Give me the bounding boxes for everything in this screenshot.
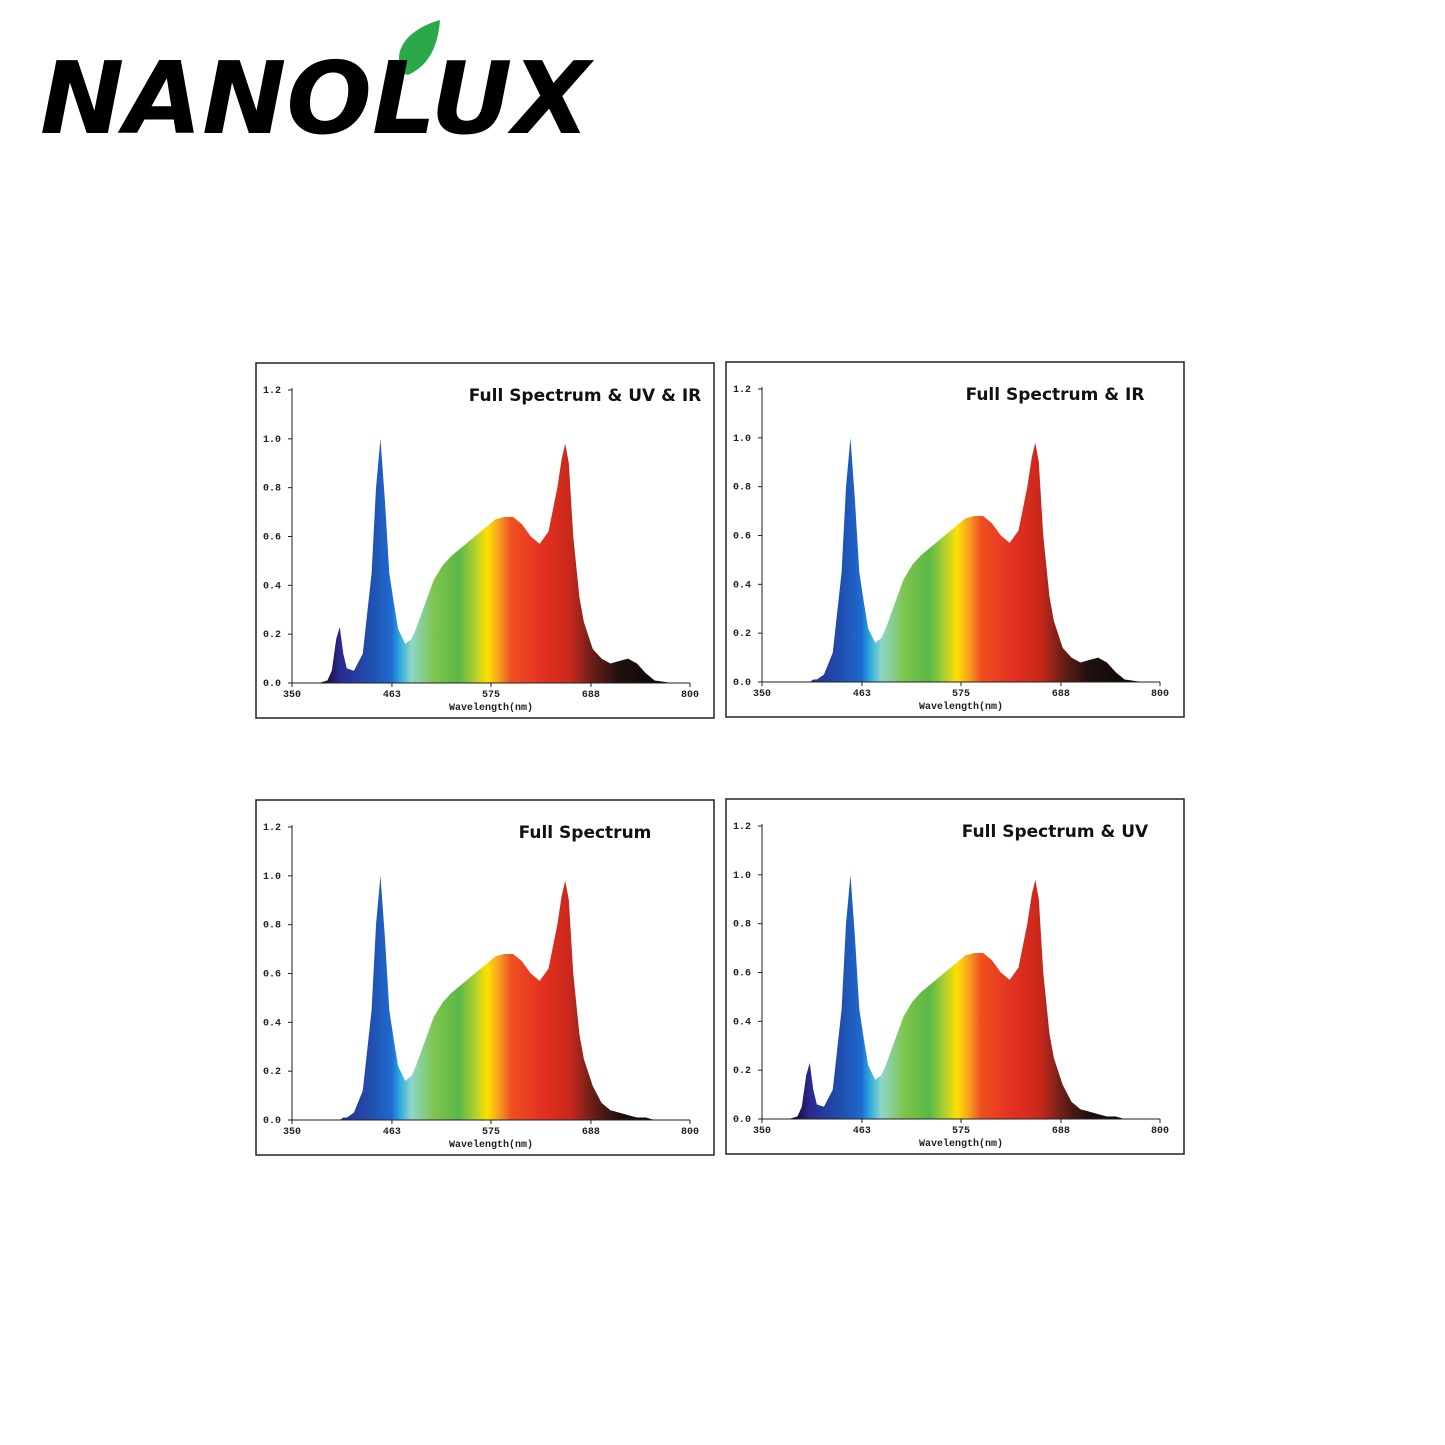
- y-tick-label: 0.6: [733, 969, 751, 980]
- y-tick-label: 0.6: [733, 532, 751, 543]
- y-tick-label: 0.2: [263, 1067, 281, 1078]
- x-tick-label: 463: [383, 1127, 401, 1138]
- x-tick-label: 350: [753, 689, 771, 700]
- frame: [725, 361, 1185, 718]
- logo-leaf: [398, 20, 440, 75]
- chart-title: Full Spectrum & UV & IR: [469, 386, 702, 406]
- chart-title: Full Spectrum: [519, 823, 652, 843]
- x-tick-label: 800: [1151, 689, 1169, 700]
- y-tick-label: 0.2: [263, 630, 281, 641]
- frame: [255, 799, 715, 1156]
- y-tick-label: 0.8: [733, 920, 751, 931]
- y-tick-label: 0.8: [733, 483, 751, 494]
- x-tick-label: 575: [482, 1127, 500, 1138]
- x-tick-label: 800: [1151, 1126, 1169, 1137]
- spectrum-area: [762, 874, 1160, 1119]
- y-tick-label: 1.2: [263, 823, 281, 834]
- y-tick-label: 0.6: [263, 533, 281, 544]
- y-tick-label: 0.4: [733, 580, 751, 591]
- x-tick-label: 688: [582, 690, 600, 701]
- chart-panel: Full Spectrum & IR 0.0 0.2 0.4 0.6 0.8 1.0 1.2 3…: [725, 361, 1185, 718]
- x-axis-label: Wavelength(nm): [919, 701, 1003, 713]
- x-axis-label: Wavelength(nm): [449, 702, 533, 714]
- x-tick-label: 350: [753, 1126, 771, 1137]
- chart: Full Spectrum 0.0 0.2 0.4 0.6 0.8 1.0 1.2 350 463…: [255, 799, 715, 1156]
- x-axis-label: Wavelength(nm): [919, 1138, 1003, 1150]
- logo-text: NANOLUX: [40, 40, 595, 145]
- y-tick-label: 0.0: [733, 1115, 751, 1126]
- y-tick-label: 1.0: [733, 434, 751, 445]
- y-tick-label: 0.8: [263, 921, 281, 932]
- y-tick-label: 0.4: [263, 1018, 281, 1029]
- y-tick-label: 0.6: [263, 970, 281, 981]
- y-tick-label: 1.0: [263, 435, 281, 446]
- x-tick-label: 350: [283, 1127, 301, 1138]
- frame: [255, 362, 715, 719]
- chart-panel: Full Spectrum 0.0 0.2 0.4 0.6 0.8 1.0 1.2 350 463…: [255, 799, 715, 1156]
- chart: Full Spectrum & IR 0.0 0.2 0.4 0.6 0.8 1.0 1.2 3…: [725, 361, 1185, 718]
- x-tick-label: 575: [482, 690, 500, 701]
- x-axis-label: Wavelength(nm): [449, 1139, 533, 1151]
- logo: NANOLUX: [40, 20, 595, 145]
- y-tick-label: 1.2: [733, 822, 751, 833]
- y-tick-label: 0.4: [263, 581, 281, 592]
- x-tick-label: 463: [853, 689, 871, 700]
- y-tick-label: 0.4: [733, 1017, 751, 1028]
- x-tick-label: 688: [1052, 1126, 1070, 1137]
- chart: Full Spectrum & UV 0.0 0.2 0.4 0.6 0.8 1.0 1.2 3…: [725, 798, 1185, 1155]
- x-tick-label: 463: [383, 690, 401, 701]
- y-tick-label: 1.2: [733, 385, 751, 396]
- y-tick-label: 0.8: [263, 484, 281, 495]
- y-tick-label: 0.0: [263, 679, 281, 690]
- x-tick-label: 350: [283, 690, 301, 701]
- chart-title: Full Spectrum & UV: [962, 822, 1149, 842]
- chart-panel: Full Spectrum & UV 0.0 0.2 0.4 0.6 0.8 1.0 1.2 3…: [725, 798, 1185, 1155]
- spectrum-area: [762, 437, 1160, 682]
- spectrum-area: [292, 438, 690, 683]
- x-tick-label: 800: [681, 1127, 699, 1138]
- y-tick-label: 1.0: [263, 872, 281, 883]
- y-tick-label: 0.2: [733, 1066, 751, 1077]
- y-tick-label: 1.2: [263, 386, 281, 397]
- x-tick-label: 800: [681, 690, 699, 701]
- y-tick-label: 0.0: [733, 678, 751, 689]
- x-tick-label: 575: [952, 1126, 970, 1137]
- y-tick-label: 0.0: [263, 1116, 281, 1127]
- x-tick-label: 688: [582, 1127, 600, 1138]
- frame: [725, 798, 1185, 1155]
- chart-title: Full Spectrum & IR: [966, 385, 1145, 405]
- x-tick-label: 463: [853, 1126, 871, 1137]
- x-tick-label: 575: [952, 689, 970, 700]
- chart: Full Spectrum & UV & IR 0.0 0.2 0.4 0.6 0.8 1.…: [255, 362, 715, 719]
- x-tick-label: 688: [1052, 689, 1070, 700]
- chart-panel: Full Spectrum & UV & IR 0.0 0.2 0.4 0.6 0.8 1.…: [255, 362, 715, 719]
- y-tick-label: 1.0: [733, 871, 751, 882]
- spectrum-area: [292, 875, 690, 1120]
- y-tick-label: 0.2: [733, 629, 751, 640]
